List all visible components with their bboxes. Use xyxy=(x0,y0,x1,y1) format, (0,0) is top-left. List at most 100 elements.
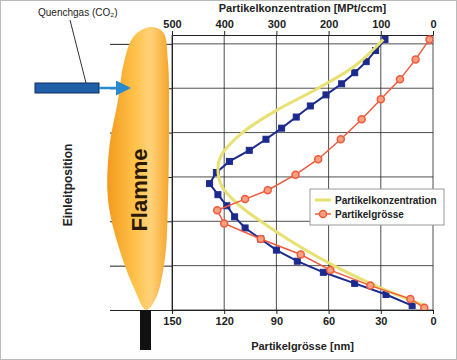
point-square xyxy=(307,103,313,109)
grid-line-y xyxy=(172,43,433,44)
leader-line xyxy=(70,20,86,83)
tick-label: 200 xyxy=(320,18,338,30)
tick-label: 30 xyxy=(375,315,387,327)
series-line xyxy=(217,39,429,307)
axis-line xyxy=(172,36,173,311)
axis-title-top: Partikelkonzentration [MPt/ccm] xyxy=(219,2,387,14)
plot-area xyxy=(207,36,433,310)
tick-label: 400 xyxy=(216,18,234,30)
tick: 100 xyxy=(372,18,390,35)
point-circle xyxy=(396,76,403,83)
annotation: Quenchgas (CO₂) xyxy=(38,7,117,18)
tick-mark xyxy=(172,31,173,35)
point-square xyxy=(339,81,345,87)
tick-label: 0 xyxy=(430,315,436,327)
point-circle xyxy=(421,304,428,310)
point-square xyxy=(232,214,238,220)
point-circle xyxy=(257,236,264,243)
tick-label: 100 xyxy=(372,18,390,30)
series xyxy=(214,36,433,310)
tick-label: 300 xyxy=(268,18,286,30)
point-circle xyxy=(264,187,271,194)
point-circle xyxy=(297,251,304,258)
point-circle xyxy=(292,171,299,178)
point-circle xyxy=(315,156,322,163)
tick-mark xyxy=(276,310,277,314)
tick: 120 xyxy=(216,310,234,327)
point-circle xyxy=(327,267,334,274)
legend-label: Partikelkonzentration xyxy=(335,195,437,206)
point-square xyxy=(279,125,285,131)
background xyxy=(1,1,457,360)
point-square xyxy=(207,181,213,187)
point-circle xyxy=(412,56,419,63)
grid-line-x xyxy=(276,35,277,310)
point-square xyxy=(323,92,329,98)
point-square xyxy=(409,303,415,309)
tick-mark xyxy=(329,310,330,314)
point-circle xyxy=(214,207,221,214)
quench-tube xyxy=(35,83,99,93)
tick: 90 xyxy=(271,310,283,327)
legend: Partikelkonzentration Partikelgrösse xyxy=(310,189,444,225)
point-circle xyxy=(242,196,249,203)
grid-line-x xyxy=(224,35,225,310)
tick-label: 500 xyxy=(163,18,181,30)
point-square xyxy=(242,225,248,231)
chart-svg: 50040030020010001501209060300Partikelkon… xyxy=(0,0,457,360)
point-circle xyxy=(377,96,384,103)
axis-line xyxy=(173,310,434,311)
x-axis-top: 500 400 300 200 100 0 xyxy=(163,18,436,36)
flame xyxy=(107,27,169,310)
point-circle xyxy=(358,116,365,123)
tick: 200 xyxy=(320,18,338,35)
point-square xyxy=(215,192,221,198)
point-square xyxy=(293,114,299,120)
legend-label: Partikelgrösse xyxy=(335,209,404,220)
tick: 0 xyxy=(430,310,436,327)
tick-mark xyxy=(381,310,382,314)
point-square xyxy=(258,236,264,242)
point-square xyxy=(246,147,252,153)
tick: 400 xyxy=(216,18,234,35)
grid-line-y xyxy=(172,310,433,311)
grid-line-y xyxy=(172,132,433,133)
grid-line-y xyxy=(172,88,433,89)
tick-label: 120 xyxy=(216,315,234,327)
annotation: Flamme xyxy=(127,148,152,231)
legend-swatch xyxy=(315,199,331,202)
tick: 0 xyxy=(430,18,436,35)
grid-line-y xyxy=(172,176,433,177)
series xyxy=(207,36,416,308)
tick-mark xyxy=(433,31,434,35)
legend-box xyxy=(310,189,444,225)
tick: 60 xyxy=(323,310,335,327)
grid xyxy=(172,35,433,310)
point-circle xyxy=(367,282,374,289)
tick-mark xyxy=(329,31,330,35)
quench-arrow xyxy=(99,87,128,90)
tick-mark xyxy=(276,31,277,35)
tick-mark xyxy=(224,310,225,314)
chart-container: 50040030020010001501209060300Partikelkon… xyxy=(0,0,457,360)
point-square xyxy=(226,158,232,164)
point-circle xyxy=(407,295,414,302)
tick-label: 0 xyxy=(430,18,436,30)
axis-title-y: Einleitposition xyxy=(61,144,75,227)
tick: 500 xyxy=(163,18,181,35)
axis-line xyxy=(173,35,434,36)
tick-label: 60 xyxy=(323,315,335,327)
tick: 150 xyxy=(163,310,181,327)
grid-line-x xyxy=(172,35,173,310)
point-circle xyxy=(221,220,228,227)
point-square xyxy=(320,269,326,275)
tick: 300 xyxy=(268,18,286,35)
point-square xyxy=(352,70,358,76)
series-line xyxy=(210,39,413,305)
point-circle xyxy=(426,36,433,43)
point-square xyxy=(263,136,269,142)
tick-mark xyxy=(224,31,225,35)
grid-line-x xyxy=(380,35,381,310)
point-square xyxy=(352,280,358,286)
tick-label: 150 xyxy=(163,315,181,327)
